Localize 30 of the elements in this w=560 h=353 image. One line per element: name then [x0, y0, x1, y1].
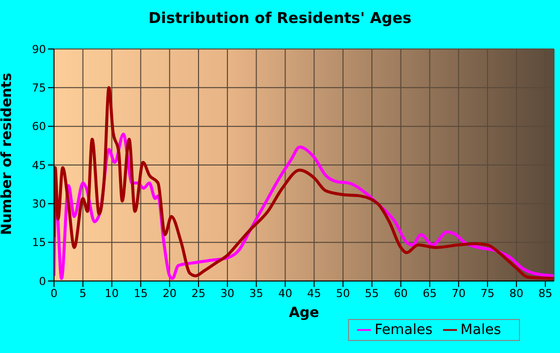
x-tick-label: 30: [220, 286, 234, 300]
x-tick-label: 85: [538, 286, 552, 300]
x-tick-label: 0: [50, 286, 58, 300]
y-tick-label: 90: [32, 42, 46, 56]
y-axis-title: Number of residents: [0, 72, 15, 235]
x-tick-label: 50: [336, 286, 350, 300]
x-axis-title: Age: [288, 305, 320, 321]
x-tick-label: 80: [509, 286, 524, 300]
x-tick-label: 20: [162, 286, 177, 300]
y-tick-label: 30: [32, 198, 46, 211]
y-tick-label: 45: [32, 158, 46, 172]
x-tick-label: 55: [364, 286, 379, 300]
x-tick-label: 70: [452, 286, 466, 300]
legend-label: Females: [374, 322, 433, 338]
chart-title: Distribution of Residents' Ages: [148, 9, 412, 27]
x-tick-label: 40: [278, 286, 292, 300]
x-tick-label: 25: [192, 286, 206, 300]
y-tick-label: 0: [39, 274, 46, 288]
x-tick-label: 35: [249, 286, 264, 300]
x-tick-label: 45: [307, 286, 322, 300]
y-tick-label: 75: [32, 82, 46, 95]
x-tick-label: 15: [134, 286, 148, 300]
y-tick-label: 60: [32, 120, 46, 134]
x-tick-label: 5: [79, 286, 86, 300]
x-tick-label: 75: [480, 286, 495, 300]
x-tick-label: 10: [104, 286, 119, 300]
y-tick-label: 15: [32, 236, 46, 250]
x-tick-label: 65: [422, 286, 437, 300]
x-tick-label: 60: [394, 286, 408, 300]
legend-label: Males: [460, 322, 501, 338]
